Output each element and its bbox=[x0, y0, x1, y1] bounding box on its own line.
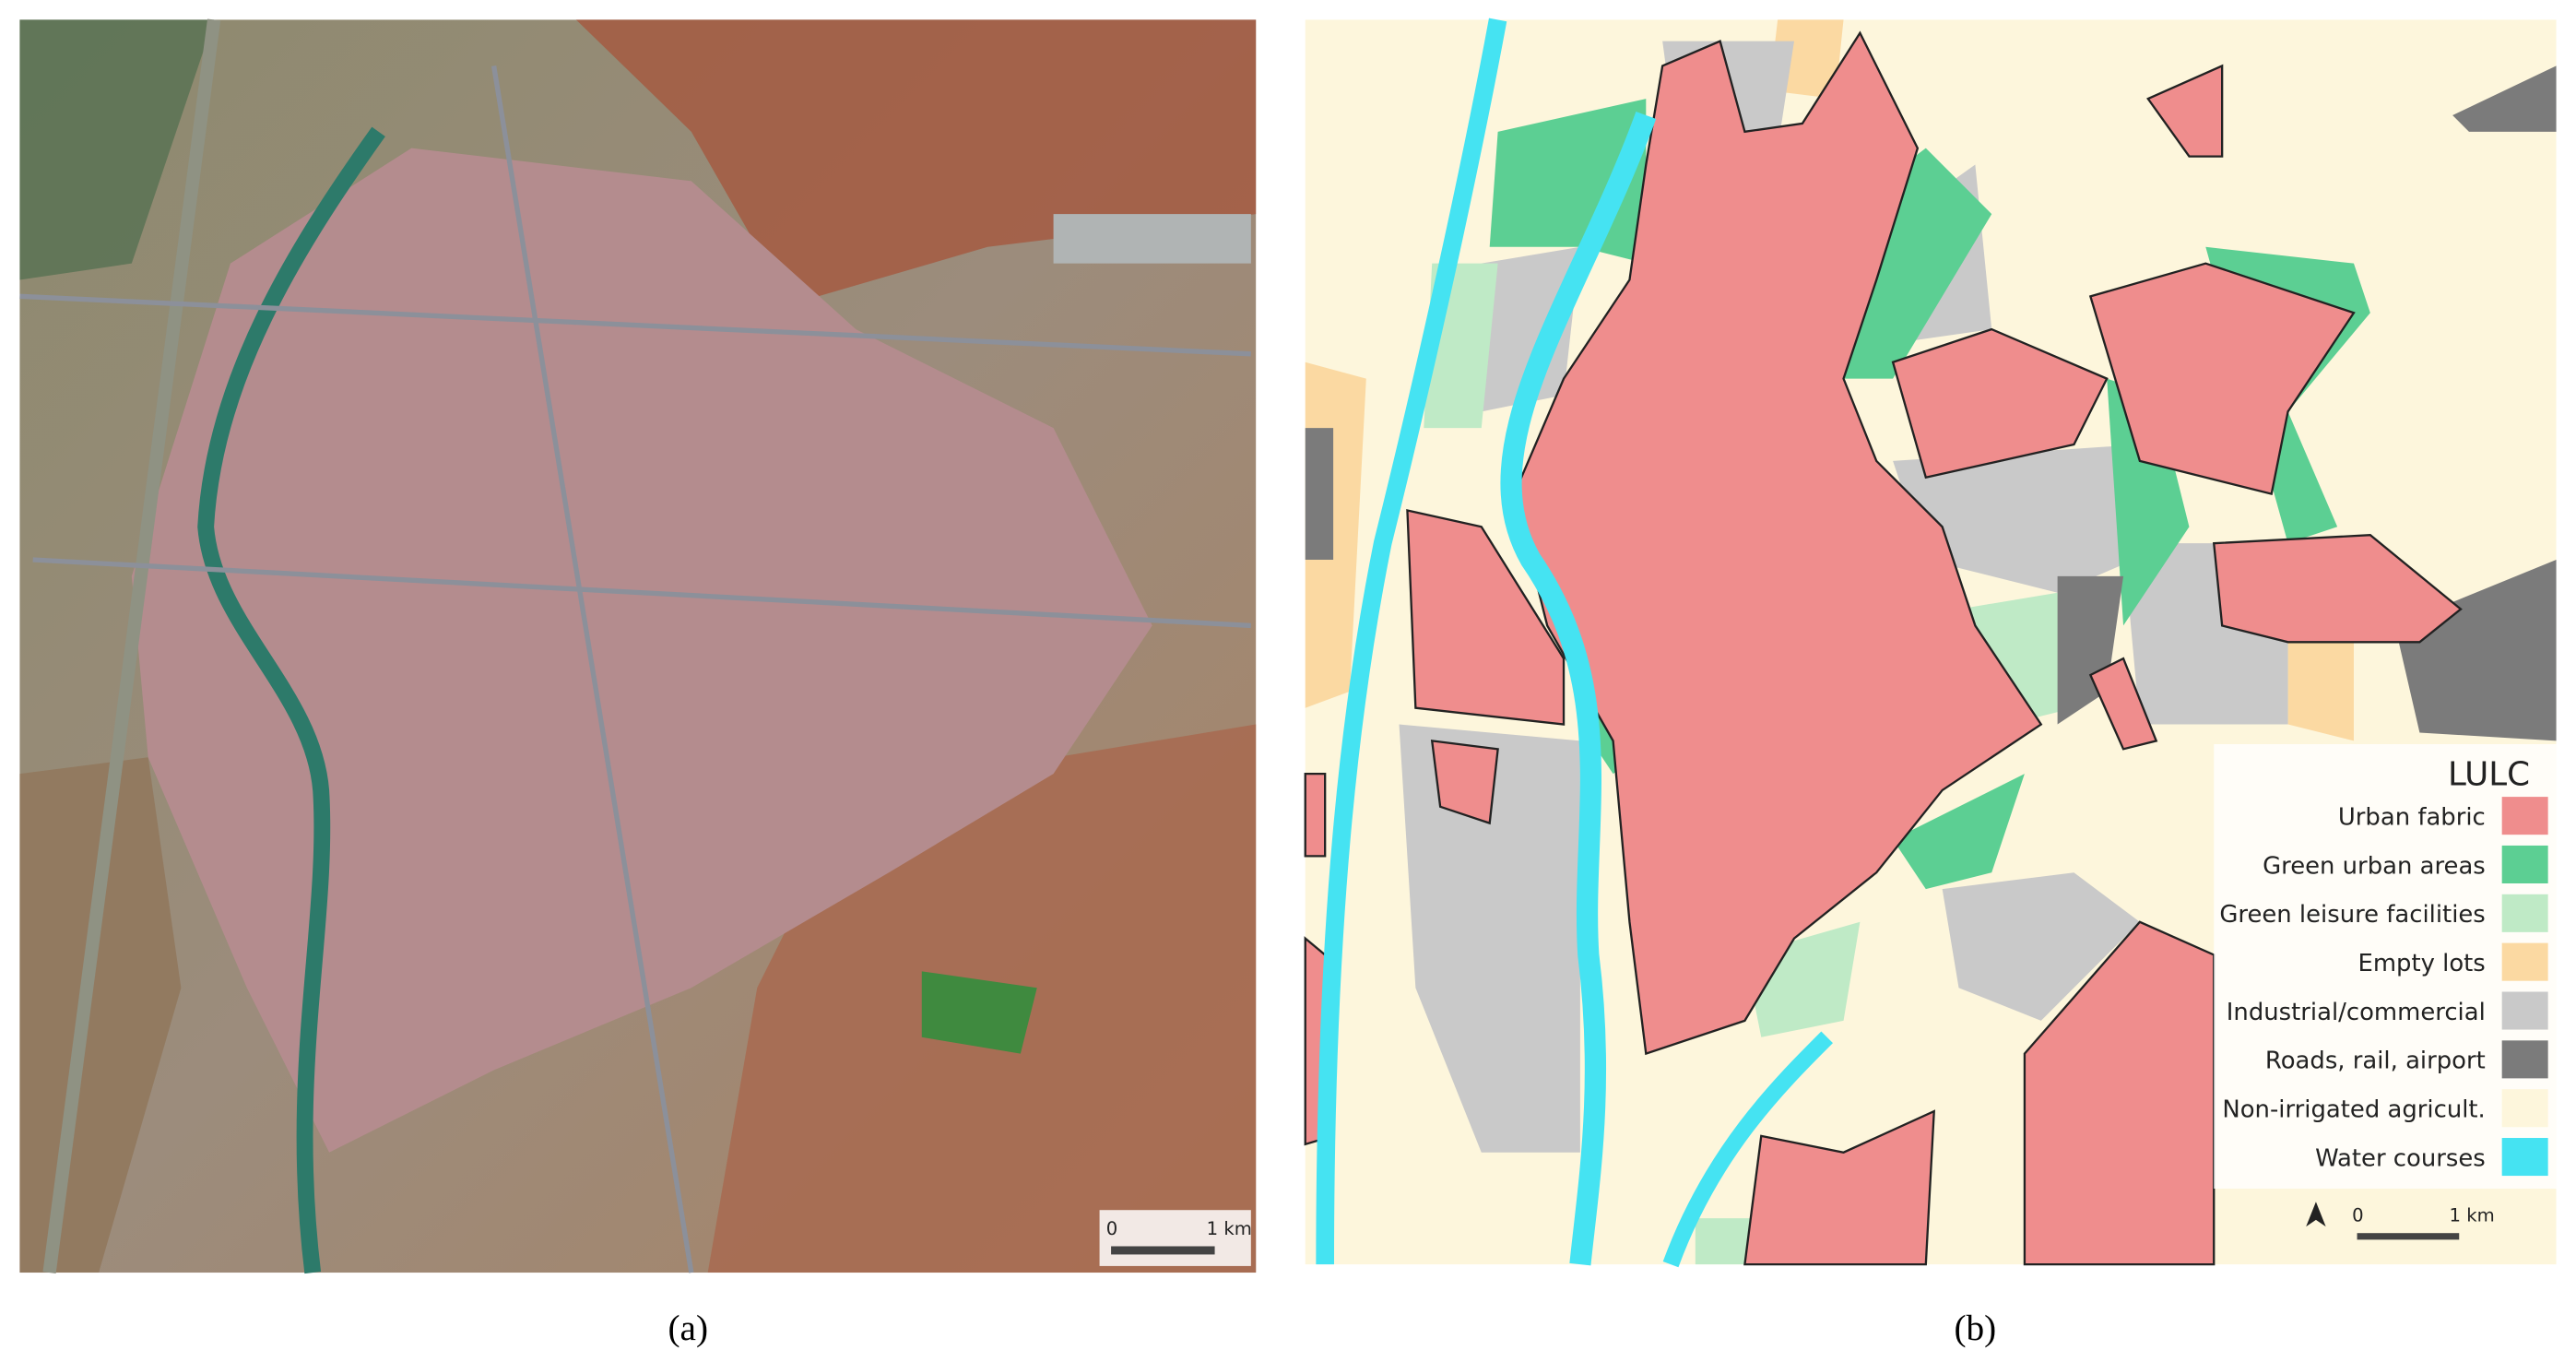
roads bbox=[1305, 428, 1334, 561]
legend-label: Roads, rail, airport bbox=[2265, 1048, 2486, 1075]
scale-bar bbox=[1111, 1246, 1215, 1255]
north-arrow bbox=[2306, 1202, 2326, 1227]
roads bbox=[19, 65, 1251, 1273]
green-leisure bbox=[1958, 592, 2074, 725]
legend-swatch bbox=[2501, 894, 2548, 932]
legend-label: Water courses bbox=[2315, 1144, 2486, 1172]
legend-swatch bbox=[2501, 1089, 2548, 1128]
legend-label: Green urban areas bbox=[2263, 852, 2486, 880]
industrial bbox=[1399, 724, 1580, 1153]
urban-fabric bbox=[1406, 508, 1566, 726]
legend: Urban fabric Green urban areas Green leisu… bbox=[2219, 797, 2548, 1177]
legend-title: LULC bbox=[2448, 756, 2530, 794]
legend-label: Non-irrigated agricult. bbox=[2222, 1096, 2485, 1124]
legend-label: Empty lots bbox=[2357, 950, 2485, 977]
legend-swatch bbox=[2501, 991, 2548, 1030]
urban-fabric bbox=[1743, 1109, 1935, 1266]
legend-box bbox=[2214, 743, 2557, 1190]
legend-label: Green leisure facilities bbox=[2219, 901, 2485, 929]
scale-bar-box bbox=[1099, 1210, 1251, 1266]
highway bbox=[42, 18, 221, 1273]
industrial bbox=[1942, 872, 2140, 1021]
water-course bbox=[1662, 1031, 1833, 1268]
legend-swatch bbox=[2501, 797, 2548, 835]
roads bbox=[2452, 65, 2557, 132]
urban-fabric bbox=[2212, 534, 2463, 644]
legend-swatch bbox=[2501, 1040, 2548, 1079]
empty-lot bbox=[2287, 634, 2354, 741]
industrial bbox=[1481, 246, 1580, 412]
golf-course bbox=[921, 971, 1037, 1054]
roads bbox=[2394, 560, 2557, 741]
urban-fabric bbox=[1891, 327, 2109, 480]
legend-label: Urban fabric bbox=[2338, 803, 2486, 831]
lulc-panel: LULC Urban fabric Green urban areas Green … bbox=[1304, 18, 2557, 1268]
scale-bar bbox=[2357, 1233, 2460, 1240]
panel-label: (b) bbox=[1954, 1309, 1996, 1348]
legend-label: Industrial/commercial bbox=[2227, 999, 2486, 1026]
panel-label: (a) bbox=[668, 1309, 708, 1348]
urban-fabric bbox=[2088, 262, 2356, 496]
water-course bbox=[1500, 112, 1657, 1266]
industrial bbox=[1893, 444, 2173, 593]
water-course bbox=[1316, 18, 1507, 1265]
green-urban bbox=[1893, 774, 2025, 890]
urban-fabric bbox=[1430, 740, 1499, 825]
legend-swatch bbox=[2501, 942, 2548, 981]
green-urban bbox=[2107, 378, 2190, 626]
scale-start: 0 bbox=[2352, 1205, 2364, 1226]
scale-start: 0 bbox=[1106, 1218, 1117, 1239]
scale-end: 1 km bbox=[2450, 1205, 2495, 1226]
airport bbox=[1053, 214, 1251, 264]
scale-end: 1 km bbox=[1207, 1218, 1252, 1239]
urban-fabric bbox=[2088, 657, 2158, 751]
legend-swatch bbox=[2501, 1138, 2548, 1177]
urban-fabric bbox=[2146, 64, 2224, 158]
river bbox=[197, 126, 385, 1274]
urban-fabric bbox=[1304, 772, 1327, 858]
legend-swatch bbox=[2501, 845, 2548, 884]
fields bbox=[19, 19, 215, 280]
urban-area bbox=[131, 148, 1152, 1153]
satellite-panel: 0 1 km bbox=[19, 18, 1257, 1274]
